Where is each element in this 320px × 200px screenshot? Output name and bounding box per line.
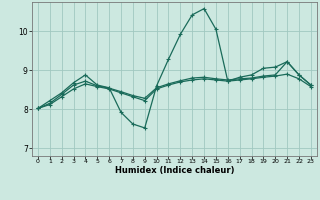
X-axis label: Humidex (Indice chaleur): Humidex (Indice chaleur) <box>115 166 234 175</box>
